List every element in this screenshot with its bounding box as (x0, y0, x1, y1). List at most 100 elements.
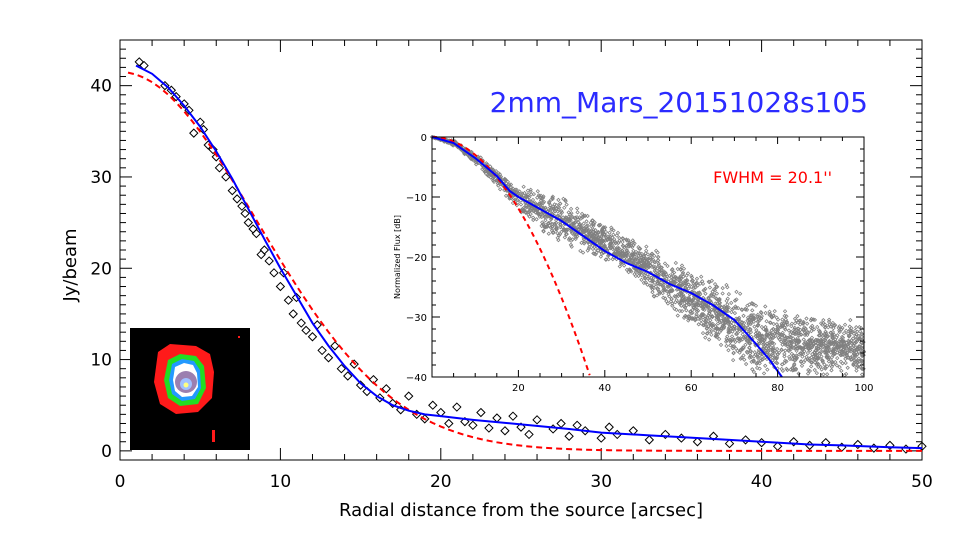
inset-data-point (701, 323, 706, 328)
inset-data-point (734, 289, 739, 295)
inset-data-point (800, 354, 805, 359)
inset-data-point (846, 338, 851, 343)
inset-data-point (539, 196, 544, 201)
inset-data-point (817, 329, 822, 334)
inset-data-point (790, 368, 795, 373)
inset-data-point (731, 344, 737, 349)
inset-x-tick-label: 100 (854, 383, 873, 394)
inset-data-point (698, 298, 703, 303)
data-point (444, 418, 454, 429)
inset-data-point (726, 319, 731, 324)
inset-data-point (682, 297, 688, 302)
inset-data-point (775, 326, 780, 331)
inset-data-point (689, 311, 694, 316)
inset-data-point (691, 305, 696, 310)
inset-data-point (668, 299, 674, 304)
inset-data-point (549, 217, 554, 222)
inset-data-point (747, 355, 752, 360)
inset-data-point (749, 320, 754, 325)
inset-data-point (755, 333, 760, 339)
data-point (572, 420, 582, 431)
data-point (604, 422, 614, 432)
inset-data-point (782, 319, 787, 325)
inset-data-point (670, 279, 676, 284)
inset-data-point (820, 322, 825, 327)
inset-data-point (687, 296, 692, 302)
inset-data-point (628, 257, 633, 262)
inset-data-point (751, 369, 757, 375)
data-point (278, 268, 289, 278)
inset-data-point (858, 340, 864, 345)
inset-data-point (679, 263, 685, 268)
inset-data-point (542, 214, 548, 219)
data-point (740, 435, 751, 445)
inset-data-point (637, 246, 643, 251)
inset-data-point (854, 325, 859, 330)
inset-data-point (791, 357, 797, 363)
inset-data-point (758, 309, 764, 315)
inset-data-point (619, 248, 625, 253)
inset-data-point (764, 319, 769, 324)
inset-data-point (550, 222, 555, 227)
inset-data-point (528, 189, 533, 194)
inset-data-point (814, 353, 820, 358)
inset-data-point (525, 194, 531, 199)
inset-data-point (725, 296, 730, 301)
inset-data-point (659, 268, 664, 273)
inset-data-point (683, 313, 688, 319)
inset-data-point (731, 306, 736, 311)
inset-data-point (710, 323, 715, 328)
inset-data-point (694, 281, 699, 287)
inset-data-point (648, 260, 653, 265)
inset-data-point (794, 318, 799, 323)
inset-data-point (728, 343, 733, 348)
inset-data-point (815, 324, 820, 330)
inset-data-point (641, 253, 647, 259)
inset-data-point (535, 189, 540, 194)
inset-data-point (566, 210, 571, 215)
inset-data-point (689, 273, 694, 279)
inset-data-point (783, 342, 788, 347)
inset-data-point (694, 312, 699, 317)
inset-data-point (550, 195, 555, 201)
inset-data-point (846, 344, 851, 350)
inset-data-point (629, 243, 634, 248)
inset-data-point (474, 162, 479, 167)
inset-data-point (816, 328, 822, 333)
inset-data-point (800, 321, 806, 326)
data-point (564, 431, 574, 441)
inset-data-point (782, 354, 787, 359)
inset-data-point (716, 297, 721, 303)
inset-data-point (595, 248, 601, 253)
inset-data-point (573, 236, 578, 242)
inset-data-point (855, 358, 860, 363)
inset-data-point (639, 273, 644, 278)
inset-data-point (803, 344, 809, 350)
inset-data-point (812, 317, 818, 323)
inset-data-point (828, 341, 833, 346)
inset-data-point (805, 371, 811, 376)
inset-data-point (667, 273, 672, 279)
inset-data-point (728, 339, 733, 344)
data-point (317, 345, 327, 356)
inset-data-point (747, 351, 753, 356)
inset-data-point (589, 231, 594, 236)
inset-data-point (627, 240, 632, 245)
inset-data-point (803, 326, 808, 331)
inset-data-point (651, 293, 657, 299)
inset-data-point (497, 187, 503, 192)
inset-data-point (603, 257, 608, 262)
inset-data-point (838, 352, 843, 358)
inset-data-point (555, 230, 560, 236)
inset-data-point (680, 270, 686, 275)
inset-data-point (763, 304, 768, 309)
inset-data-point (681, 266, 687, 271)
inset-x-tick-label: 20 (512, 383, 525, 394)
inset-data-point (835, 355, 840, 361)
inset-data-point (848, 317, 853, 323)
data-point (296, 318, 306, 328)
data-point (381, 384, 391, 394)
inset-data-point (796, 344, 802, 350)
inset-data-point (678, 266, 683, 272)
inset-data-point (704, 302, 709, 307)
